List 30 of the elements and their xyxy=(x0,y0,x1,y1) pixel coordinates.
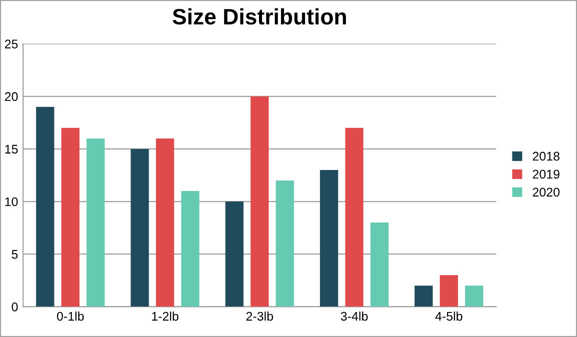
bar xyxy=(440,275,458,307)
y-tick-label: 15 xyxy=(5,144,18,154)
y-tick-label: 0 xyxy=(12,302,18,312)
bar xyxy=(225,202,244,307)
y-tick-label: 10 xyxy=(5,197,18,206)
bar xyxy=(345,128,364,307)
legend-label: 2020 xyxy=(532,188,560,197)
bar xyxy=(250,96,269,307)
legend-label: 2018 xyxy=(532,152,560,161)
bar xyxy=(276,180,294,307)
bar xyxy=(86,138,105,307)
bar xyxy=(61,128,80,307)
bar xyxy=(156,138,174,307)
bar xyxy=(465,286,484,307)
bar xyxy=(320,170,338,307)
chart-title: Size Distribution xyxy=(172,8,346,25)
bar xyxy=(36,106,54,307)
bar xyxy=(414,286,433,307)
x-tick-label: 2-3lb xyxy=(246,312,274,321)
legend-label: 2019 xyxy=(532,170,560,179)
y-tick-label: 5 xyxy=(12,250,18,259)
x-tick-label: 1-2lb xyxy=(152,312,178,321)
x-tick-label: 4-5lb xyxy=(435,312,462,321)
bar xyxy=(130,148,149,307)
y-tick-label: 25 xyxy=(4,40,18,48)
x-tick-label: 0-1lb xyxy=(56,312,84,321)
x-tick-label: 3-4lb xyxy=(340,312,368,321)
bar xyxy=(181,191,200,307)
y-tick-label: 20 xyxy=(4,92,18,102)
bar xyxy=(370,222,389,307)
